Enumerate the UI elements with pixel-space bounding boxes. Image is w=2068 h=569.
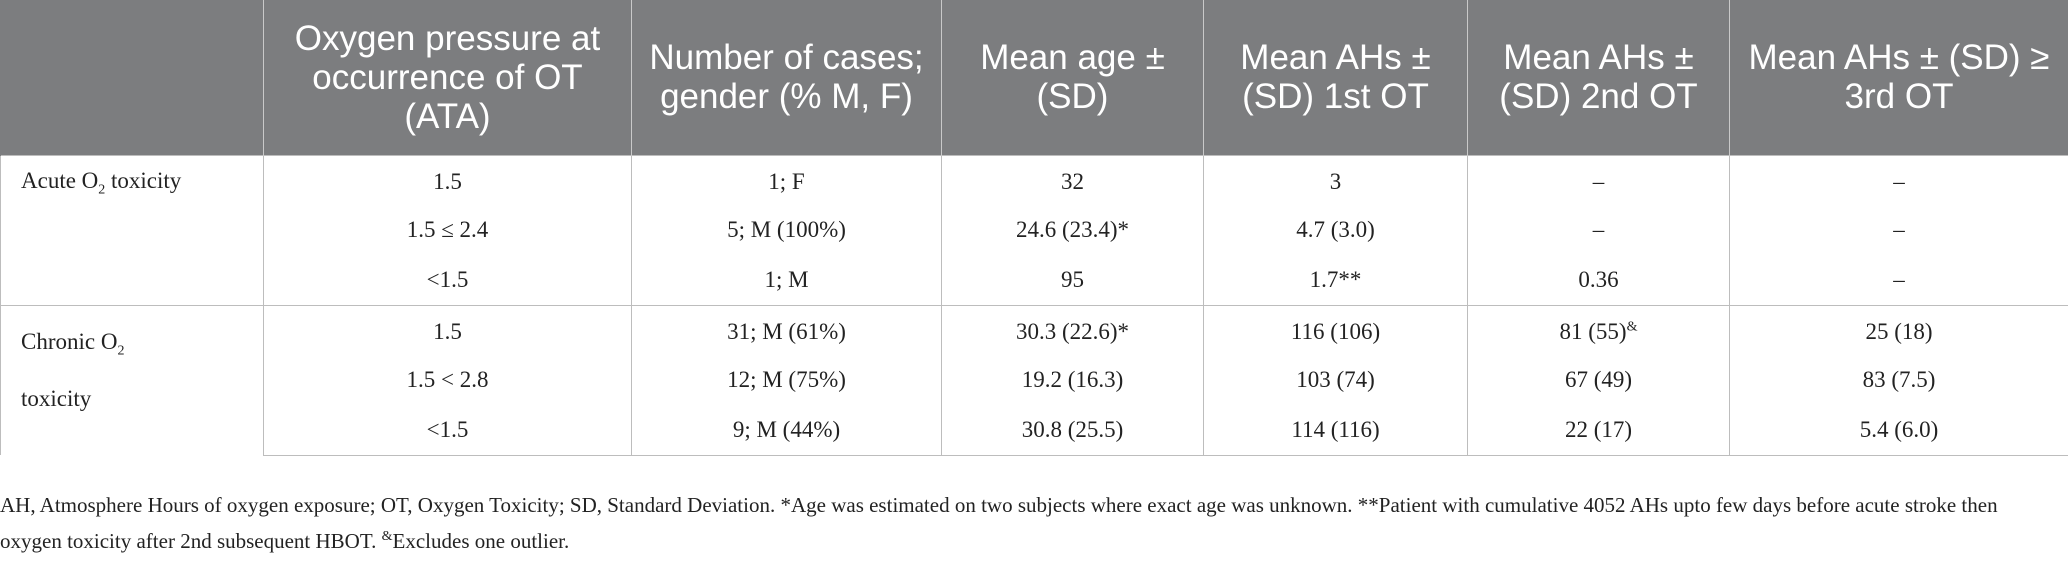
- cell-pressure: <1.5: [263, 255, 632, 305]
- cell-age: 19.2 (16.3): [941, 355, 1204, 405]
- table-row: Acute O2 toxicity 1.5 1; F 32 3 – –: [0, 154, 2068, 305]
- group-label-chronic: Chronic O2 toxicity: [0, 304, 264, 455]
- cell-cases: 12; M (75%): [631, 355, 942, 405]
- cell-ot2: 67 (49): [1467, 355, 1730, 405]
- cell-ot1: 116 (106): [1203, 304, 1468, 355]
- cell-pressure: 1.5: [263, 304, 632, 355]
- group-label-chronic-main: Chronic O: [21, 328, 118, 354]
- outlier-mark: &: [1626, 319, 1638, 335]
- cell-ot3: –: [1729, 255, 2068, 305]
- cell-ot2: –: [1467, 154, 1730, 205]
- cell-ot2: 0.36: [1467, 255, 1730, 305]
- oxygen-toxicity-table: Oxygen pressure at occurrence of OT (ATA…: [0, 0, 2068, 456]
- cell-ot3: –: [1729, 205, 2068, 255]
- footnote-text: AH, Atmosphere Hours of oxygen exposure;…: [0, 493, 1998, 553]
- cell-ot2-value: 81 (55): [1559, 319, 1627, 345]
- group-label-acute-main: Acute O: [21, 167, 99, 193]
- cell-age: 95: [941, 255, 1204, 305]
- cell-ot3: 5.4 (6.0): [1729, 405, 2068, 456]
- group-label-chronic-sub: 2: [117, 343, 125, 359]
- table-row: 1.5 < 2.8 12; M (75%) 19.2 (16.3) 103 (7…: [1, 355, 2068, 405]
- cell-pressure: 1.5 ≤ 2.4: [263, 205, 632, 255]
- header-mean-ahs-3rd-ot: Mean AHs ± (SD) ≥ 3rd OT: [1729, 0, 2068, 155]
- cell-ot1: 114 (116): [1203, 405, 1468, 456]
- cell-age: 24.6 (23.4)*: [941, 205, 1204, 255]
- header-oxygen-pressure: Oxygen pressure at occurrence of OT (ATA…: [263, 0, 632, 155]
- table-row: <1.5 9; M (44%) 30.8 (25.5) 114 (116) 22…: [1, 405, 2068, 456]
- header-cell-empty: [0, 0, 264, 155]
- cell-ot2: 81 (55)&: [1467, 304, 1730, 355]
- cell-pressure: 1.5: [263, 154, 632, 205]
- cell-age: 32: [941, 154, 1204, 205]
- table-footnote: AH, Atmosphere Hours of oxygen exposure;…: [0, 489, 2060, 557]
- group-label-acute-tail: toxicity: [105, 167, 182, 193]
- header-mean-age: Mean age ± (SD): [941, 0, 1204, 155]
- cell-pressure: <1.5: [263, 405, 632, 456]
- header-number-of-cases: Number of cases; gender (% M, F): [631, 0, 942, 155]
- header-mean-ahs-1st-ot: Mean AHs ± (SD) 1st OT: [1203, 0, 1468, 155]
- cell-cases: 5; M (100%): [631, 205, 942, 255]
- cell-cases: 1; M: [631, 255, 942, 305]
- cell-age: 30.8 (25.5): [941, 405, 1204, 456]
- footnote-outlier-mark: &: [381, 529, 393, 544]
- cell-cases: 31; M (61%): [631, 304, 942, 355]
- cell-cases: 9; M (44%): [631, 405, 942, 456]
- group-label-acute: Acute O2 toxicity: [0, 154, 264, 305]
- group-label-acute-sub: 2: [98, 182, 106, 198]
- header-row: Oxygen pressure at occurrence of OT (ATA…: [0, 0, 2068, 155]
- cell-cases: 1; F: [631, 154, 942, 205]
- cell-ot1: 103 (74): [1203, 355, 1468, 405]
- cell-age: 30.3 (22.6)*: [941, 304, 1204, 355]
- group-label-chronic-line2: toxicity: [21, 386, 92, 412]
- table-row: 1.5 ≤ 2.4 5; M (100%) 24.6 (23.4)* 4.7 (…: [1, 205, 2068, 255]
- cell-ot1: 1.7**: [1203, 255, 1468, 305]
- table-row: <1.5 1; M 95 1.7** 0.36 –: [1, 255, 2068, 305]
- cell-ot1: 3: [1203, 154, 1468, 205]
- table-row: Chronic O2 toxicity 1.5 31; M (61%) 30.3 …: [0, 304, 2068, 455]
- cell-ot2: 22 (17): [1467, 405, 1730, 456]
- cell-ot3: 25 (18): [1729, 304, 2068, 355]
- footnote-outlier-text: Excludes one outlier.: [392, 529, 570, 553]
- cell-ot3: –: [1729, 154, 2068, 205]
- cell-ot3: 83 (7.5): [1729, 355, 2068, 405]
- cell-pressure: 1.5 < 2.8: [263, 355, 632, 405]
- header-mean-ahs-2nd-ot: Mean AHs ± (SD) 2nd OT: [1467, 0, 1730, 155]
- cell-ot2: –: [1467, 205, 1730, 255]
- cell-ot1: 4.7 (3.0): [1203, 205, 1468, 255]
